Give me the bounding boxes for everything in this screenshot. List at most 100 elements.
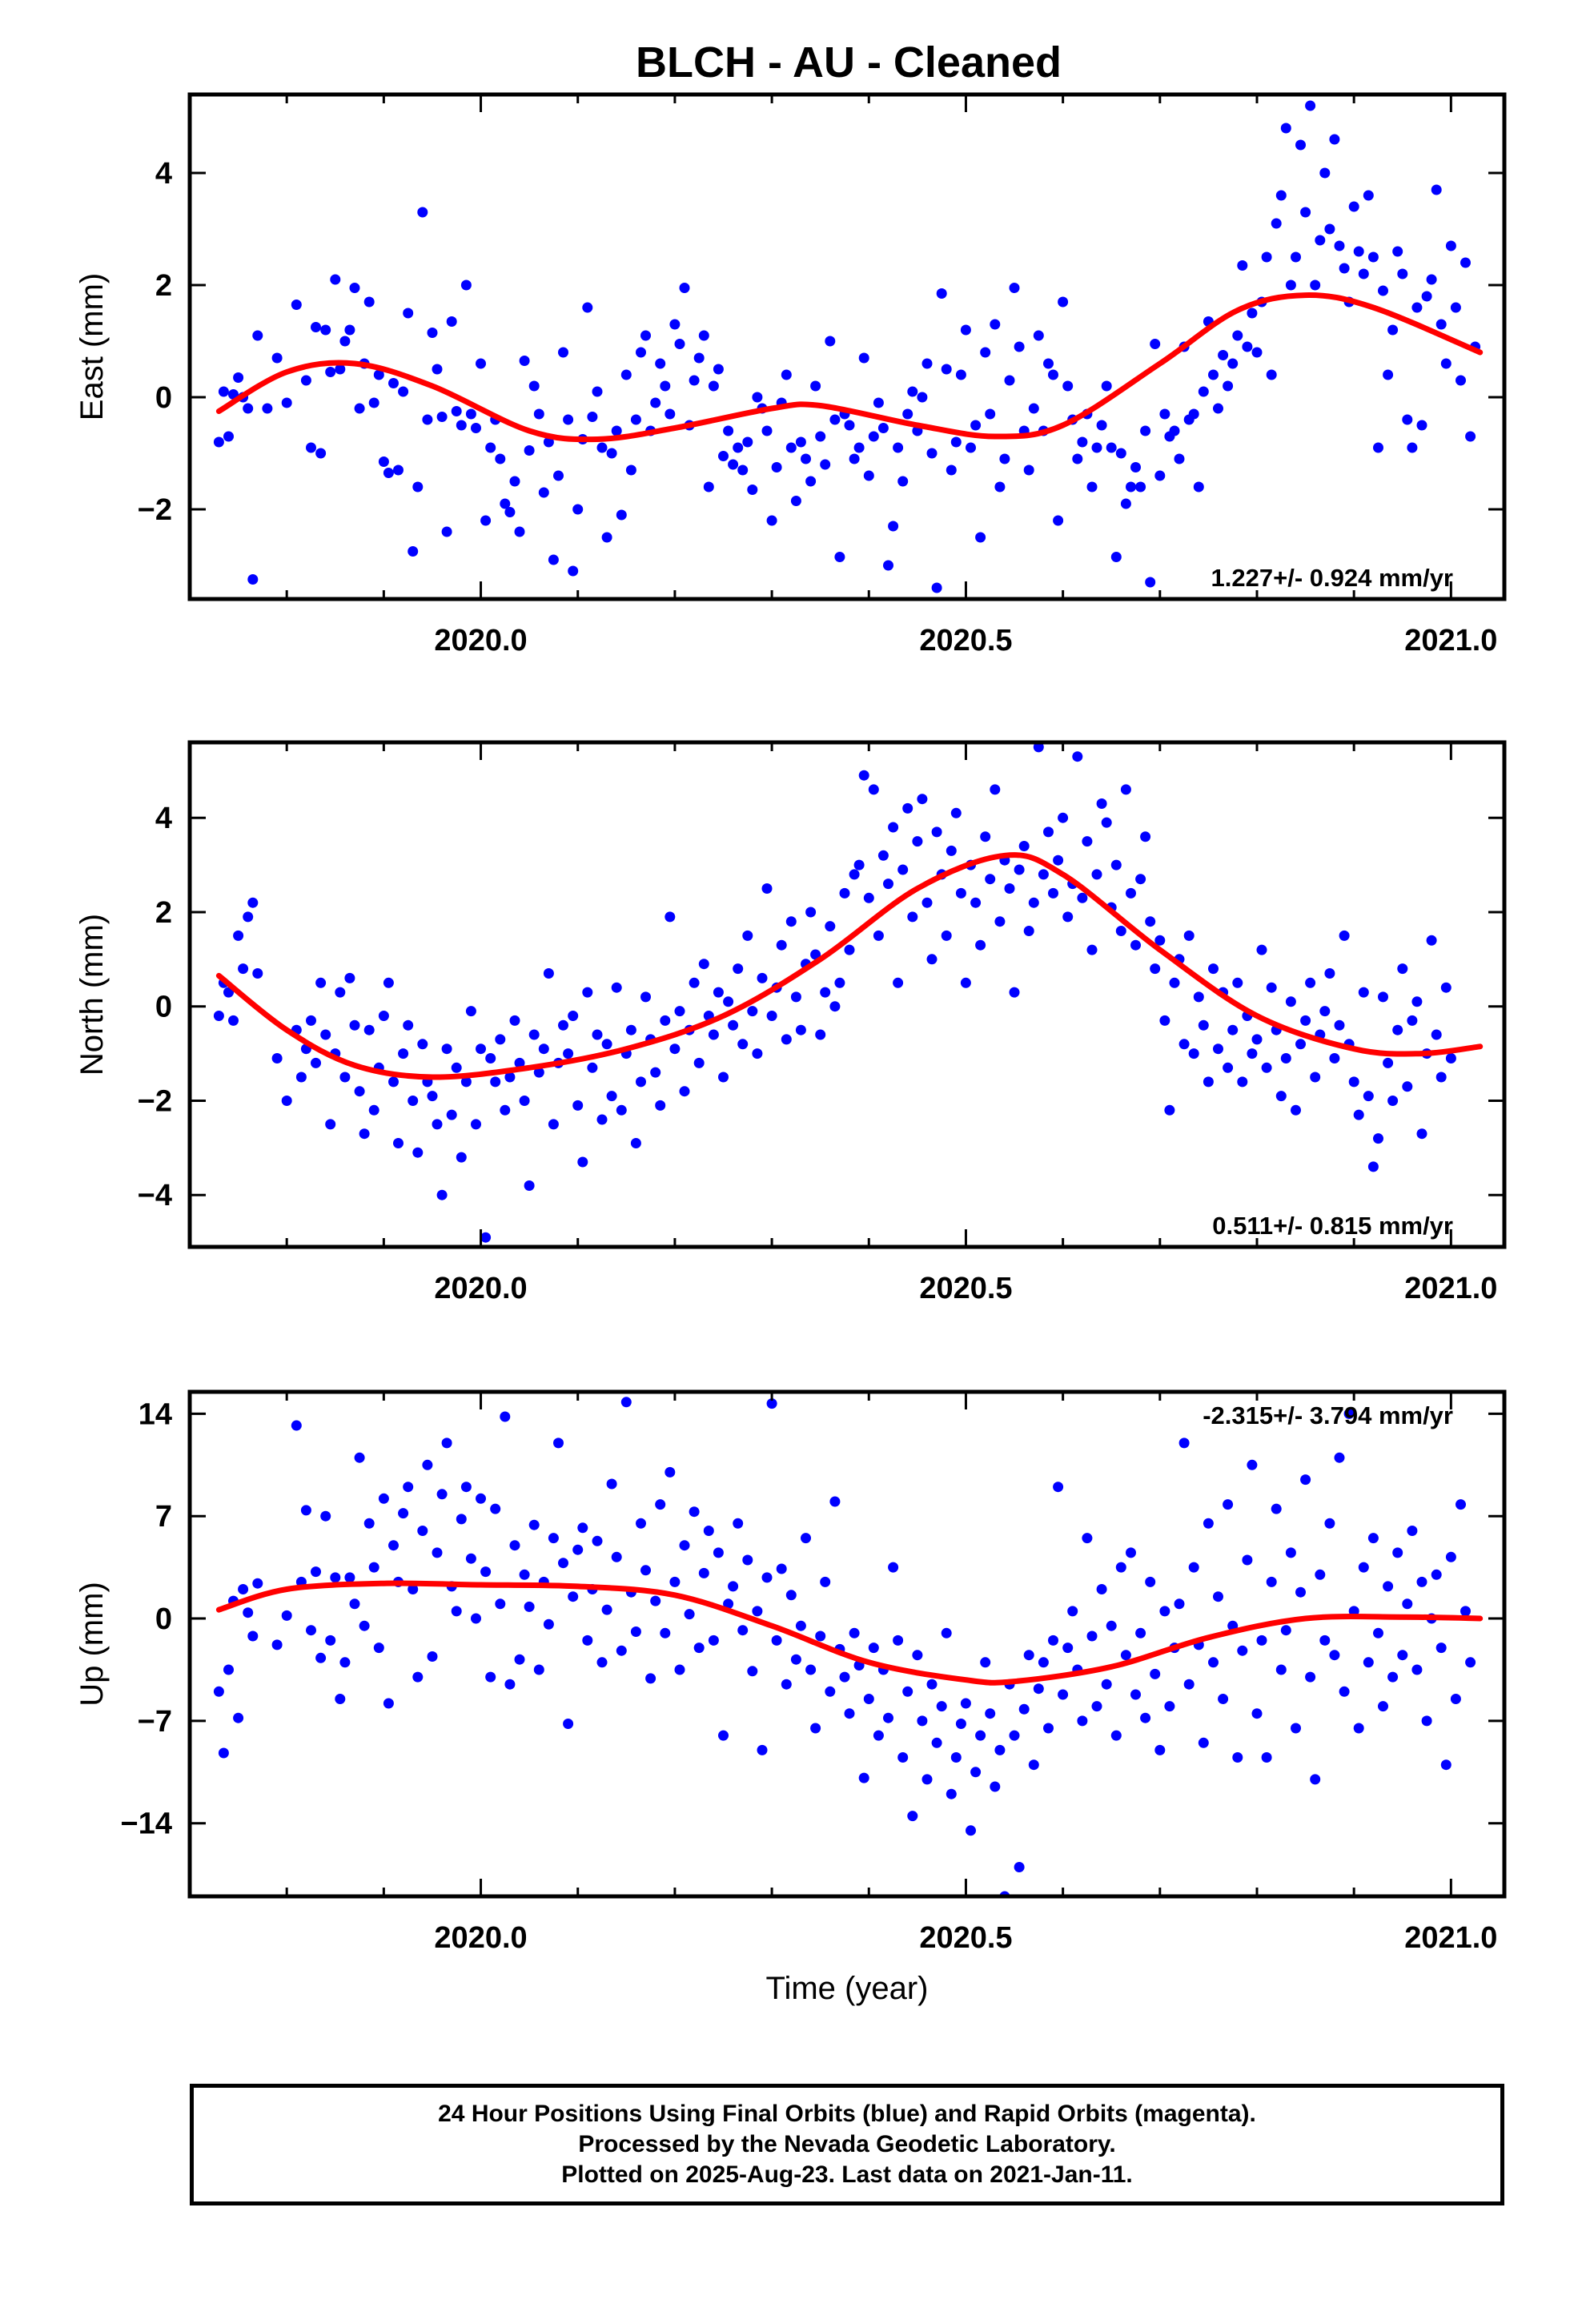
data-point xyxy=(1242,1554,1253,1566)
data-point xyxy=(1208,963,1219,975)
data-point xyxy=(368,397,379,408)
data-point xyxy=(1300,1474,1311,1486)
x-tick-label: 2020.5 xyxy=(919,1921,1012,1955)
data-point xyxy=(747,485,758,495)
data-point xyxy=(660,1015,671,1026)
data-point xyxy=(728,459,739,470)
data-point xyxy=(877,850,889,861)
data-point xyxy=(403,1482,414,1493)
data-point xyxy=(592,386,603,397)
data-point xyxy=(1198,1019,1209,1031)
data-point xyxy=(1058,812,1069,823)
footer-line-3: Plotted on 2025-Aug-23. Last data on 202… xyxy=(561,2161,1133,2188)
footer-line-1: 24 Hour Positions Using Final Orbits (bl… xyxy=(438,2101,1256,2127)
data-point xyxy=(980,831,991,842)
data-point xyxy=(815,1630,826,1642)
data-point xyxy=(388,378,399,388)
data-point xyxy=(344,972,355,983)
data-point xyxy=(306,1625,316,1636)
data-point xyxy=(912,836,923,847)
data-point xyxy=(1232,330,1243,341)
data-point xyxy=(1295,139,1306,151)
data-point xyxy=(728,1581,739,1592)
data-point xyxy=(1028,1759,1039,1771)
data-point xyxy=(1271,1503,1282,1514)
data-point xyxy=(354,403,365,414)
data-point xyxy=(465,1006,476,1017)
data-point xyxy=(737,464,749,476)
data-point xyxy=(630,1626,641,1637)
data-point xyxy=(723,996,734,1007)
data-point xyxy=(636,1518,646,1529)
data-point xyxy=(490,1503,501,1514)
data-point xyxy=(1145,916,1156,927)
data-point xyxy=(1407,1526,1418,1536)
data-point xyxy=(815,1029,826,1040)
data-point xyxy=(1208,1657,1219,1668)
data-point xyxy=(1140,831,1151,842)
data-point xyxy=(1416,1576,1427,1587)
data-point xyxy=(243,403,254,414)
data-point xyxy=(252,1578,263,1589)
data-point xyxy=(1324,1518,1335,1529)
data-point xyxy=(300,1505,311,1516)
data-point xyxy=(985,874,996,885)
data-point xyxy=(1431,1569,1442,1580)
data-point xyxy=(689,375,700,386)
data-point xyxy=(524,445,535,456)
data-point xyxy=(893,1634,904,1646)
y-tick-label: 4 xyxy=(155,802,172,835)
data-point xyxy=(228,1015,239,1026)
data-point xyxy=(660,1627,671,1638)
data-point xyxy=(311,1566,321,1578)
data-point xyxy=(1280,1053,1291,1063)
data-point xyxy=(1363,1657,1374,1668)
data-point xyxy=(1397,1650,1408,1661)
data-point xyxy=(665,408,676,420)
data-point xyxy=(873,930,884,941)
data-point xyxy=(1247,308,1258,319)
data-point xyxy=(975,532,986,543)
data-point xyxy=(1150,339,1161,349)
data-point xyxy=(1077,1715,1088,1727)
data-point xyxy=(480,1566,492,1578)
data-point xyxy=(271,1639,283,1651)
x-axis-label: Time (year) xyxy=(766,1971,929,2006)
data-point xyxy=(946,1788,957,1799)
y-tick-label: 7 xyxy=(155,1500,172,1534)
panel-3: −14 −7 0 7 14 2020.0 2020.5 2021.0 Up (mm) Time (… xyxy=(74,1389,1507,2006)
footer-note: 24 Hour Positions Using Final Orbits (bl… xyxy=(190,2084,1504,2205)
data-point xyxy=(480,515,492,526)
data-point xyxy=(383,468,394,478)
data-point xyxy=(1150,1668,1161,1679)
data-point xyxy=(528,380,540,392)
fit-curve xyxy=(215,852,1484,1080)
data-point xyxy=(1237,1645,1248,1656)
data-point xyxy=(718,1730,729,1741)
data-point xyxy=(844,944,855,955)
data-point xyxy=(1023,464,1034,476)
data-point xyxy=(640,1565,651,1576)
data-point xyxy=(829,414,841,425)
data-point xyxy=(893,977,904,988)
data-point xyxy=(955,1719,966,1729)
data-point xyxy=(766,1398,777,1409)
data-point xyxy=(1126,1547,1136,1558)
y-tick-label: −7 xyxy=(138,1705,172,1739)
data-point xyxy=(606,448,617,459)
data-point xyxy=(500,1411,511,1422)
data-point xyxy=(548,1533,559,1544)
data-point xyxy=(1223,1062,1234,1073)
data-point xyxy=(761,425,773,436)
data-point xyxy=(985,408,996,420)
data-point xyxy=(436,412,448,422)
data-point xyxy=(538,1043,549,1055)
data-point xyxy=(1048,369,1058,380)
data-point xyxy=(708,1029,719,1040)
data-point xyxy=(975,939,986,951)
data-point xyxy=(1339,1686,1350,1697)
data-point xyxy=(354,1086,365,1097)
data-point xyxy=(1188,1048,1199,1059)
data-point xyxy=(650,1067,661,1078)
data-point xyxy=(1014,341,1025,352)
